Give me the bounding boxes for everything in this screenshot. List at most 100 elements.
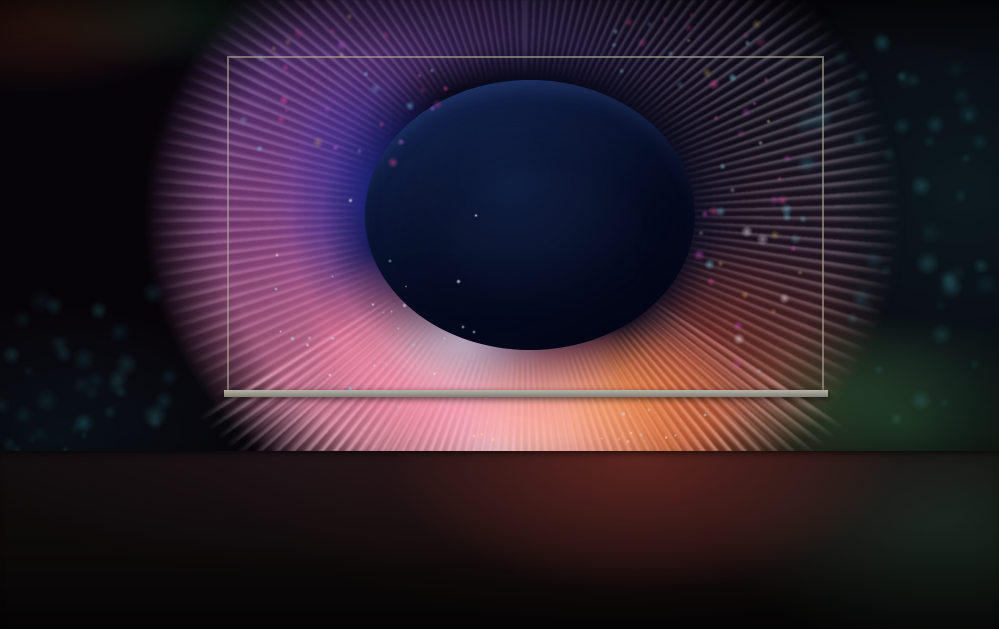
- bokeh-dot: [621, 411, 627, 417]
- bokeh-dot: [617, 437, 621, 441]
- bokeh-dot: [28, 287, 55, 314]
- bokeh-dot: [25, 433, 38, 445]
- bokeh-dot: [871, 30, 891, 50]
- bokeh-dot: [102, 404, 117, 419]
- bokeh-dot: [915, 251, 941, 277]
- bokeh-dot: [956, 101, 981, 126]
- bokeh-dot: [881, 146, 898, 163]
- bokeh-dot: [107, 320, 132, 344]
- bokeh-dot: [72, 347, 97, 372]
- bokeh-dot: [842, 87, 863, 108]
- bokeh-dot: [895, 71, 907, 83]
- bokeh-dot: [974, 272, 999, 297]
- bokeh-dot: [83, 370, 106, 393]
- bokeh-dot: [89, 301, 109, 321]
- bokeh-dot: [0, 396, 12, 416]
- bokeh-dot: [142, 402, 168, 428]
- bokeh-dot: [83, 383, 101, 402]
- bokeh-dot: [862, 299, 875, 312]
- bokeh-dot: [879, 264, 892, 276]
- bokeh-dot: [646, 21, 654, 29]
- bokeh-dot: [34, 388, 60, 413]
- bokeh-dot: [906, 72, 922, 88]
- bokeh-dot: [873, 364, 885, 376]
- bokeh-dot: [611, 27, 620, 35]
- bokeh-dot: [628, 430, 634, 436]
- bokeh-dot: [894, 67, 917, 90]
- bokeh-dot: [153, 390, 174, 411]
- bokeh-dot: [973, 258, 989, 274]
- bokeh-dot: [107, 366, 130, 389]
- bokeh-dot: [471, 433, 477, 439]
- bokeh-dot: [628, 414, 632, 418]
- hero-image: [0, 0, 999, 480]
- bokeh-dot: [49, 334, 70, 354]
- bokeh-dot: [872, 34, 893, 55]
- bokeh-dot: [944, 57, 967, 80]
- bokeh-dot: [158, 366, 179, 387]
- bokeh-dot: [624, 17, 634, 27]
- bokeh-dot: [702, 413, 707, 418]
- bokeh-dot: [846, 312, 859, 325]
- monitor-bezel: [224, 390, 828, 397]
- bokeh-dot: [674, 434, 677, 437]
- bokeh-dot: [293, 28, 304, 39]
- bokeh-dot: [970, 132, 989, 152]
- bokeh-dot: [637, 398, 642, 403]
- bokeh-dot: [910, 174, 933, 197]
- bokeh-dot: [849, 282, 876, 308]
- bokeh-dot: [599, 436, 603, 440]
- bokeh-dot: [852, 132, 867, 147]
- bokeh-dot: [72, 413, 92, 433]
- bokeh-dot: [480, 432, 484, 437]
- bokeh-dot: [688, 11, 695, 18]
- bokeh-dot: [832, 49, 850, 67]
- bokeh-dot: [960, 153, 972, 165]
- bokeh-dot: [114, 352, 139, 376]
- bokeh-dot: [949, 263, 968, 282]
- bokeh-dot: [969, 358, 981, 370]
- bokeh-dot: [918, 221, 942, 245]
- bokeh-dot: [938, 268, 959, 289]
- bokeh-dot: [683, 23, 694, 33]
- monitor-frame: [227, 56, 824, 392]
- bokeh-dot: [742, 31, 750, 40]
- bokeh-dot: [636, 36, 648, 48]
- bokeh-dot: [12, 310, 32, 330]
- bokeh-dot: [2, 437, 17, 452]
- bokeh-dot: [31, 426, 48, 443]
- bokeh-dot: [863, 250, 885, 271]
- bokeh-dot: [892, 116, 911, 135]
- bokeh-dot: [626, 439, 631, 444]
- bokeh-dot: [638, 432, 643, 438]
- bokeh-dot: [938, 398, 950, 410]
- bokeh-dot: [610, 41, 618, 49]
- bokeh-dot: [13, 404, 34, 426]
- bokeh-dot: [270, 45, 278, 52]
- bokeh-dot: [284, 38, 293, 46]
- bokeh-dot: [106, 376, 127, 397]
- bokeh-dot: [69, 422, 81, 435]
- bokeh-dot: [930, 323, 953, 346]
- bokeh-dot: [963, 110, 975, 122]
- bokeh-dot: [73, 412, 96, 435]
- bokeh-dot: [396, 405, 400, 408]
- bokeh-dot: [750, 18, 762, 30]
- bokeh-dot: [925, 114, 945, 134]
- bokeh-dot: [951, 85, 972, 106]
- bokeh-dot: [685, 37, 692, 44]
- bokeh-dot: [484, 396, 489, 401]
- certification-bar: TÜVRheinland® Precisely Right. Blue Ligh…: [0, 451, 999, 629]
- bokeh-dot: [335, 40, 347, 52]
- bokeh-dot: [1, 345, 22, 366]
- bokeh-dot: [381, 30, 390, 40]
- bokeh-dot: [490, 437, 496, 442]
- bokeh-dot: [646, 408, 651, 412]
- bokeh-dot: [954, 189, 968, 203]
- bokeh-dot: [141, 281, 164, 305]
- bokeh-dot: [934, 299, 947, 313]
- bokeh-dot: [754, 36, 767, 48]
- bokeh-dot: [113, 385, 128, 400]
- bokeh-dot: [346, 12, 354, 20]
